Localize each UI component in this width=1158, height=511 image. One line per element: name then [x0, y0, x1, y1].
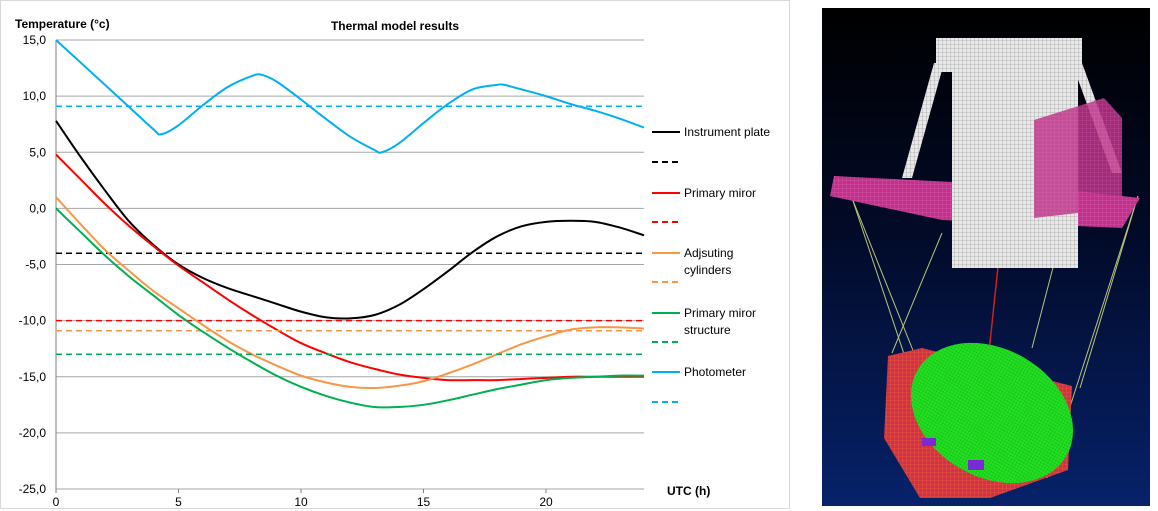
top-lid — [936, 38, 1082, 72]
y-axis-label: Temperature (°c) — [15, 17, 110, 31]
legend-label: Instrument plate — [684, 125, 770, 139]
x-tick-label: 5 — [175, 495, 182, 509]
x-axis-label: UTC (h) — [667, 484, 710, 498]
spacecraft-model-render — [822, 8, 1150, 506]
series-line — [56, 154, 644, 380]
x-tick-label: 20 — [539, 495, 553, 509]
y-tick-label: 5,0 — [29, 145, 46, 159]
y-tick-label: -25,0 — [19, 482, 47, 496]
legend-label: Adjsuting cylinders — [684, 246, 733, 277]
chart-svg: Temperature (°c) Thermal model results U… — [1, 1, 791, 510]
legend: Instrument plate Primary miror Adjsuting cy… — [652, 125, 770, 402]
legend-label: Photometer — [684, 365, 746, 379]
y-tick-label: -20,0 — [19, 426, 47, 440]
mirror-mount — [968, 460, 984, 470]
y-tick-label: 0,0 — [29, 201, 46, 215]
legend-label: Primary miror structure — [684, 306, 756, 337]
series-layer — [56, 40, 644, 407]
y-tick-label: -15,0 — [19, 370, 47, 384]
series-line — [56, 197, 644, 388]
legend-label: Primary miror — [684, 186, 756, 200]
thermal-chart: Temperature (°c) Thermal model results U… — [0, 0, 790, 509]
spacecraft-model-illustration — [822, 8, 1150, 506]
chart-title: Thermal model results — [331, 19, 459, 33]
grid-layer: 15,0 10,0 5,0 0,0 -5,0 -10,0 -15,0 -20,0 -25,0 0 5… — [19, 33, 644, 509]
x-tick-label: 0 — [53, 495, 60, 509]
y-tick-label: -5,0 — [25, 258, 46, 272]
x-tick-label: 15 — [417, 495, 431, 509]
x-tick-label: 10 — [294, 495, 308, 509]
baffle-panel — [1034, 98, 1122, 218]
y-tick-label: 10,0 — [23, 89, 47, 103]
mirror-mount — [922, 438, 936, 446]
left-strut — [902, 63, 944, 178]
y-tick-label: 15,0 — [23, 33, 47, 47]
y-tick-label: -10,0 — [19, 314, 47, 328]
